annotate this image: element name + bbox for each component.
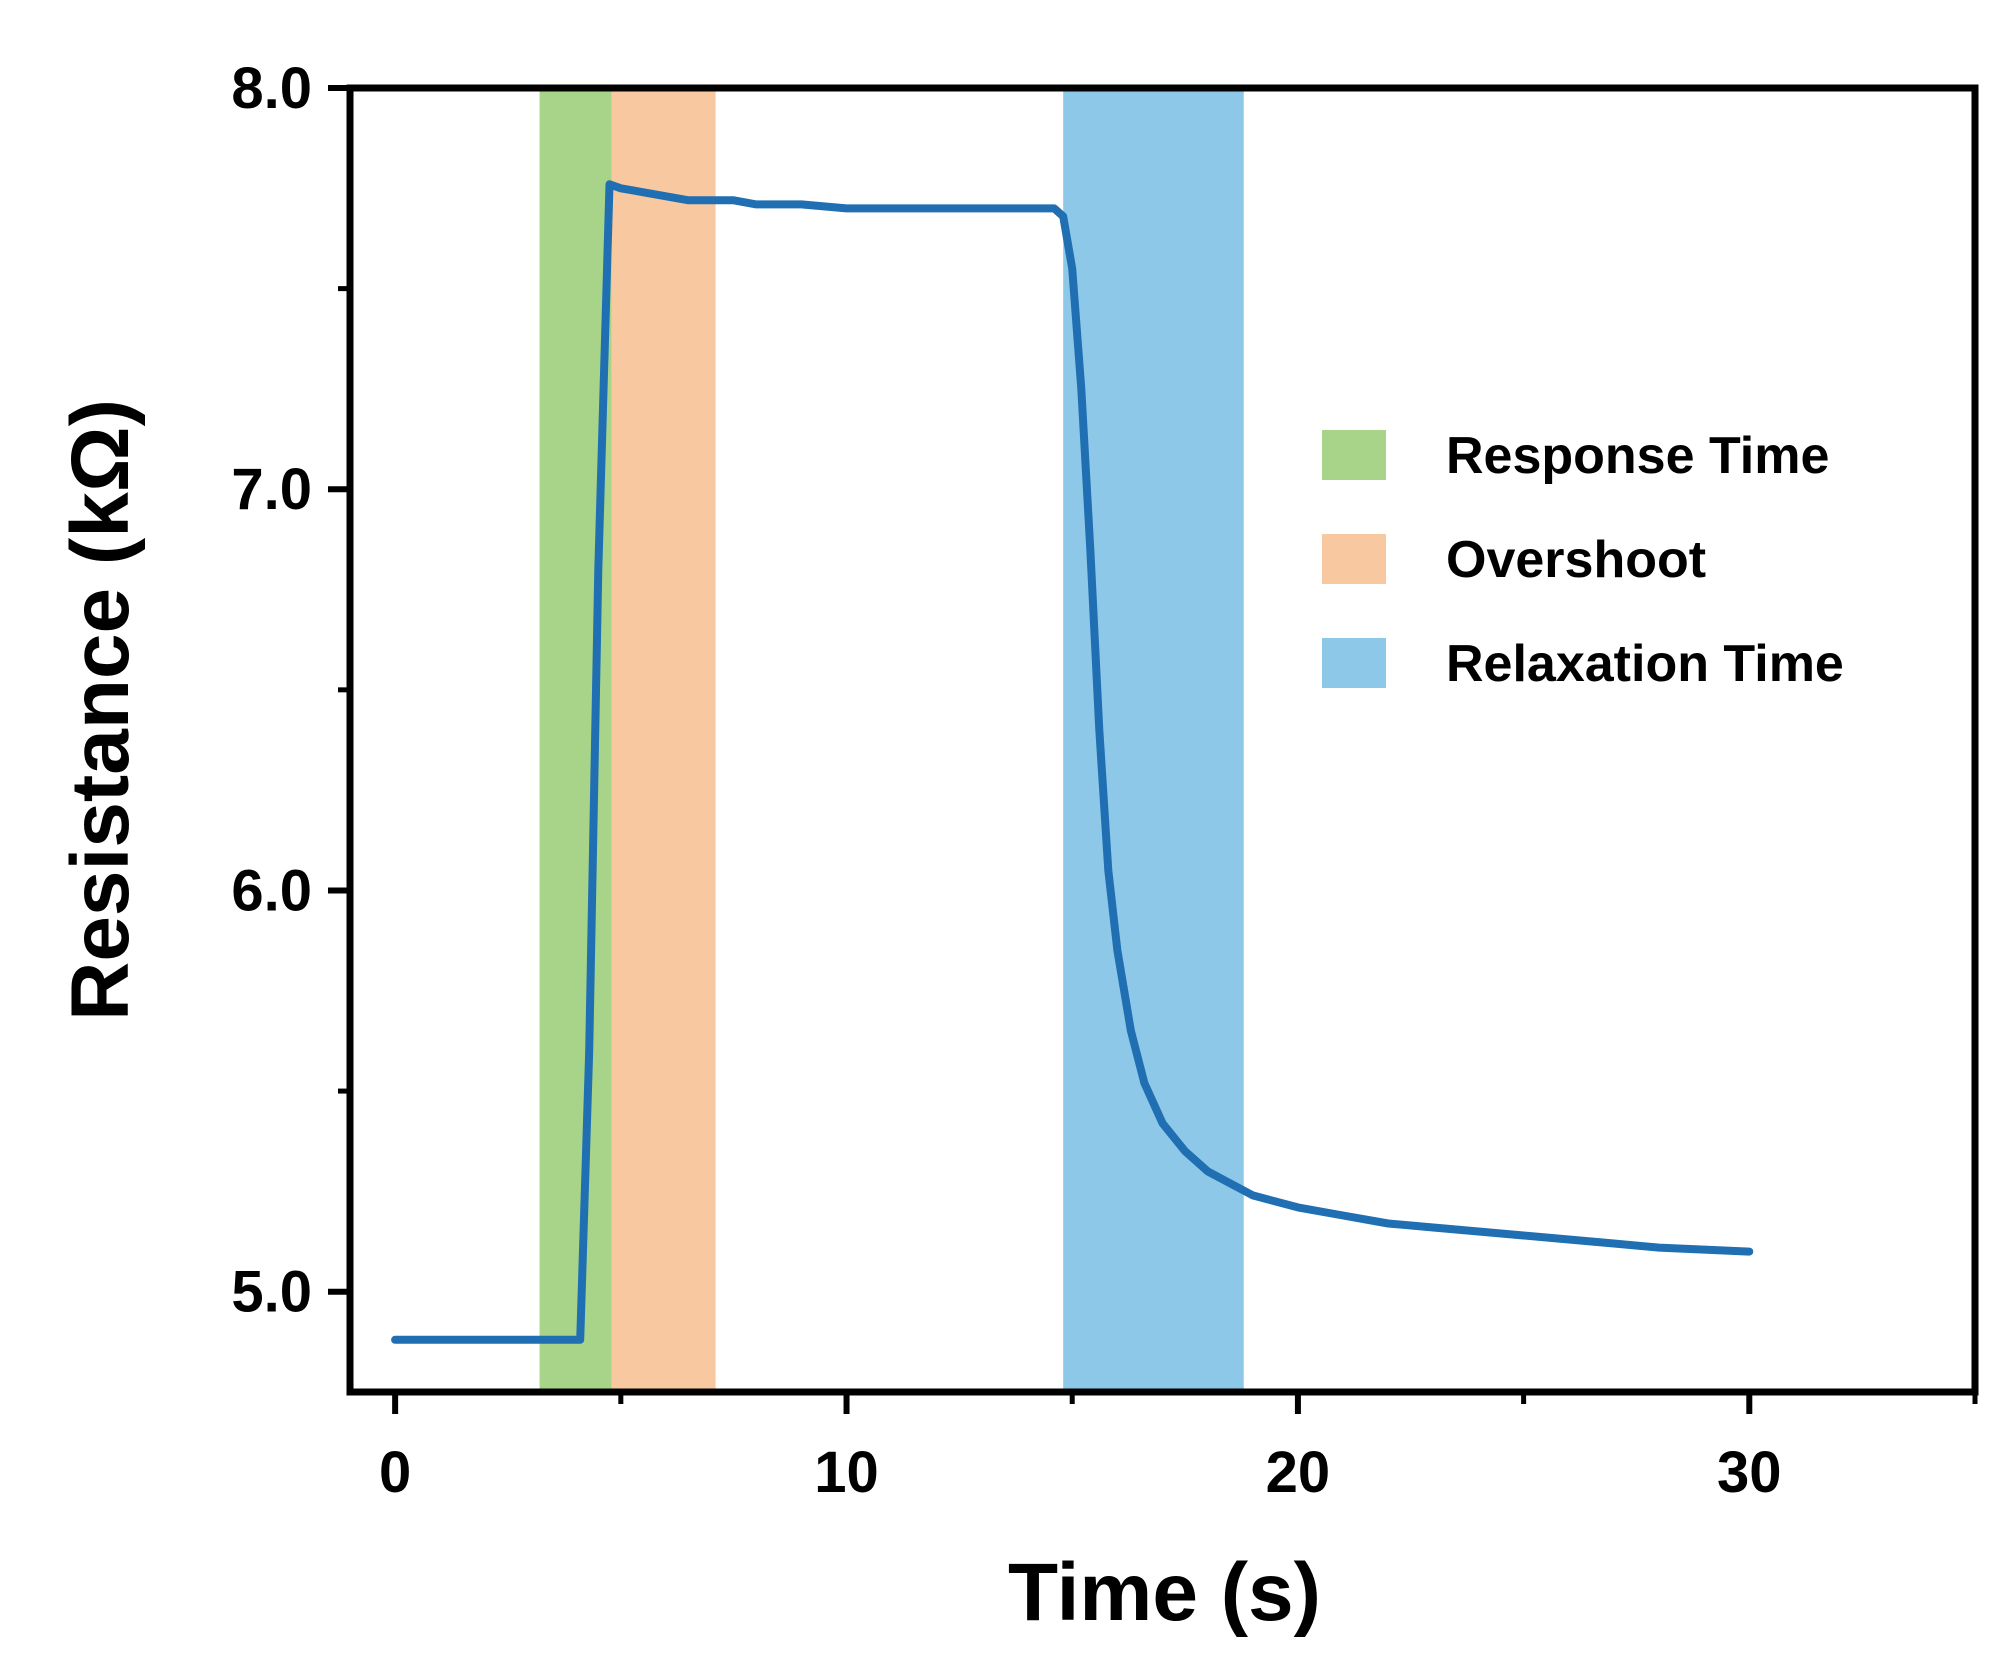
series-line-resistance [391, 180, 1754, 1344]
y-axis-title: Resistance (kΩ) [55, 399, 146, 1021]
region-response-time [539, 88, 612, 1392]
plot-frame [346, 84, 1979, 1396]
legend-label: Response Time [1446, 427, 1829, 485]
legend-swatch [1322, 534, 1386, 584]
x-tick-label: 0 [379, 1440, 411, 1505]
legend-label: Relaxation Time [1446, 635, 1844, 693]
legend: Response Time Overshoot Relaxation Time [1322, 427, 1844, 693]
x-axis-title: Time (s) [1008, 1547, 1321, 1638]
y-tick-label: 5.0 [231, 1260, 312, 1325]
x-tick-label: 20 [1266, 1440, 1331, 1505]
region-relaxation-time [1063, 88, 1244, 1392]
tick-labels: 0 10 20 30 5.0 6.0 7.0 8.0 [231, 56, 1781, 1505]
y-tick-label: 8.0 [231, 56, 312, 121]
shaded-regions [539, 88, 1244, 1392]
y-tick-label: 6.0 [231, 858, 312, 923]
y-tick-label: 7.0 [231, 457, 312, 522]
x-tick-label: 10 [814, 1440, 879, 1505]
legend-swatch [1322, 638, 1386, 688]
axis-ticks [328, 85, 1978, 1414]
series-layer [391, 180, 1754, 1344]
legend-label: Overshoot [1446, 531, 1706, 589]
legend-swatch [1322, 430, 1386, 480]
x-tick-label: 30 [1717, 1440, 1782, 1505]
region-overshoot [611, 88, 716, 1392]
